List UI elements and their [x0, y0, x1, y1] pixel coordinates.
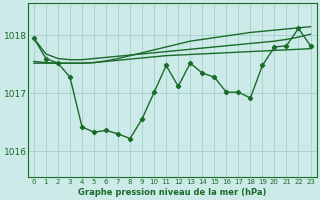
X-axis label: Graphe pression niveau de la mer (hPa): Graphe pression niveau de la mer (hPa) — [78, 188, 266, 197]
